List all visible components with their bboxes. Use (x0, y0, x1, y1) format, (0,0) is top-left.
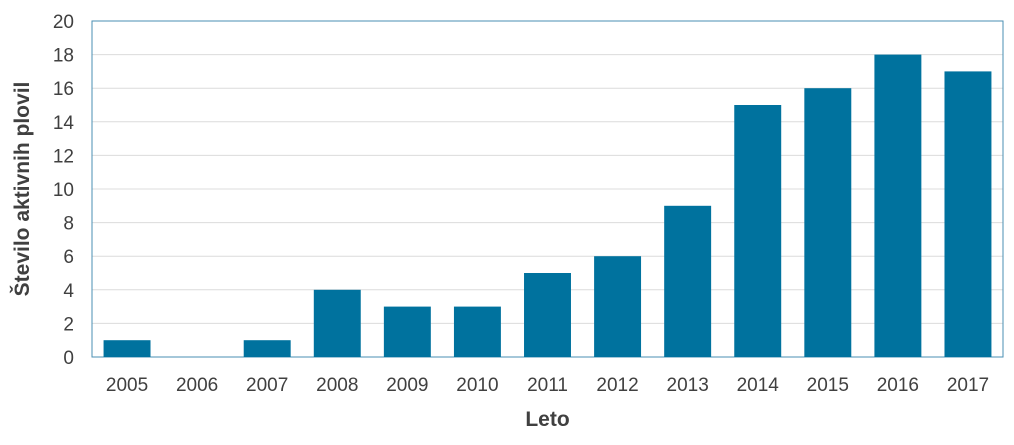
bar-2005 (103, 340, 151, 357)
y-tick-label-10: 10 (53, 180, 74, 201)
x-tick-label-2009: 2009 (386, 375, 428, 396)
x-axis-title: Leto (525, 408, 569, 431)
bar-2009 (383, 306, 431, 357)
gridlines (92, 54, 1003, 324)
y-axis-tick-labels: 0 2 4 6 8 10 12 14 16 18 20 (53, 12, 75, 369)
y-tick-label-16: 16 (53, 79, 74, 100)
y-tick-label-18: 18 (53, 46, 74, 67)
x-tick-label-2007: 2007 (246, 375, 288, 396)
bar-2008 (313, 289, 361, 357)
bar-2016 (874, 54, 922, 357)
x-tick-label-2016: 2016 (877, 375, 919, 396)
bar-2014 (734, 105, 782, 357)
bar-2017 (944, 71, 992, 358)
bar-2010 (453, 306, 501, 357)
x-tick-label-2011: 2011 (527, 375, 568, 396)
x-tick-label-2014: 2014 (737, 375, 780, 396)
y-tick-label-0: 0 (63, 348, 74, 369)
y-tick-label-4: 4 (63, 281, 74, 302)
y-tick-label-14: 14 (53, 113, 75, 134)
x-tick-label-2008: 2008 (316, 375, 358, 396)
x-tick-label-2017: 2017 (947, 375, 989, 396)
bar-2013 (664, 205, 712, 357)
y-tick-label-8: 8 (63, 214, 74, 235)
y-tick-label-6: 6 (63, 247, 74, 268)
x-tick-label-2005: 2005 (106, 375, 148, 396)
x-tick-label-2015: 2015 (807, 375, 849, 396)
x-tick-label-2006: 2006 (176, 375, 218, 396)
bar-2007 (243, 340, 291, 357)
bar-2012 (594, 256, 642, 357)
y-tick-label-20: 20 (53, 12, 74, 33)
x-tick-label-2013: 2013 (667, 375, 709, 396)
x-tick-label-2012: 2012 (596, 375, 638, 396)
y-axis-title: Število aktivnih plovil (10, 82, 34, 297)
bar-2015 (804, 88, 852, 357)
x-axis-tick-labels: 2005 2006 2007 2008 2009 2010 2011 2012 2013 2014… (106, 375, 989, 396)
y-tick-label-2: 2 (63, 314, 74, 335)
y-tick-label-12: 12 (53, 146, 74, 167)
x-tick-label-2010: 2010 (456, 375, 498, 396)
bars (103, 54, 992, 358)
bar-2011 (524, 273, 571, 357)
